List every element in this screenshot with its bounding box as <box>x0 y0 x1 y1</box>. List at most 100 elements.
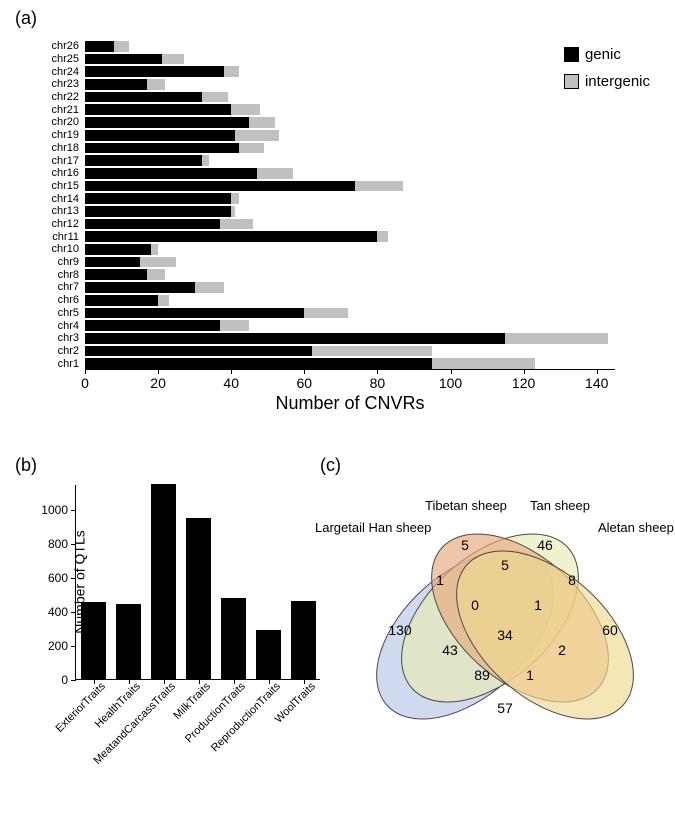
panel-a-bar-genic <box>85 181 355 192</box>
panel-a-xtick <box>597 369 598 374</box>
panel-a-bar-row: chr17 <box>85 154 615 167</box>
venn-set-label: Tibetan sheep <box>425 498 507 513</box>
panel-a-bar-intergenic <box>220 320 249 331</box>
panel-a-bar-label: chr12 <box>51 218 79 230</box>
panel-a: (a) Number of CNVRs chr26chr25chr24chr23… <box>20 20 660 420</box>
panel-a-xaxis-label: Number of CNVRs <box>275 393 424 414</box>
venn-region-count: 1 <box>534 597 542 613</box>
panel-a-bar-genic <box>85 155 202 166</box>
panel-a-bar-label: chr11 <box>52 231 79 243</box>
panel-a-bar-label: chr6 <box>58 294 79 306</box>
venn-region-count: 43 <box>442 642 458 658</box>
panel-a-xtick <box>524 369 525 374</box>
figure-root: (a) Number of CNVRs chr26 chr25 chr24 chr23… <box>0 0 675 815</box>
venn-region-count: 1 <box>436 572 444 588</box>
panel-a-bar-intergenic <box>249 117 275 128</box>
panel-a-bar-intergenic <box>355 181 403 192</box>
panel-a-bar-genic <box>85 79 147 90</box>
panel-a-bar-genic <box>85 41 114 52</box>
panel-a-bar-intergenic <box>257 168 294 179</box>
panel-a-bar-genic <box>85 66 224 77</box>
panel-b-ytick-label: 0 <box>61 673 68 687</box>
panel-b-label: (b) <box>15 455 37 476</box>
panel-a-bar-intergenic <box>224 66 239 77</box>
panel-a-bar-row: chr9 <box>85 256 615 269</box>
panel-a-xtick <box>377 369 378 374</box>
panel-a-bar-row: chr7 <box>85 281 615 294</box>
panel-a-bar-intergenic <box>432 358 534 369</box>
panel-b-ytick-label: 1000 <box>41 503 68 517</box>
panel-a-bar-label: chr15 <box>51 180 79 192</box>
panel-a-bar-row: chr1 <box>85 357 615 370</box>
panel-a-bar-label: chr2 <box>58 345 79 357</box>
panel-c-venn: Largetail Han sheepTibetan sheepTan shee… <box>340 490 660 750</box>
panel-a-bar-row: chr26 <box>85 40 615 53</box>
panel-a-bar-label: chr3 <box>58 332 79 344</box>
panel-b-xtick <box>199 679 200 684</box>
panel-b-plot: Number of QTLs ExteriorTraitsHealthTrait… <box>75 485 320 680</box>
panel-a-bar-genic <box>85 130 235 141</box>
panel-b-xtick <box>269 679 270 684</box>
panel-a-bar-genic <box>85 54 162 65</box>
panel-b-xtick-label: ProductionTraits <box>183 680 248 745</box>
panel-a-bar-label: chr23 <box>51 78 79 90</box>
panel-a-xtick <box>451 369 452 374</box>
panel-a-bar-label: chr13 <box>51 205 79 217</box>
panel-a-bar-intergenic <box>114 41 129 52</box>
panel-a-bar-genic <box>85 104 231 115</box>
venn-region-count: 60 <box>602 622 618 638</box>
panel-a-bar-intergenic <box>505 333 607 344</box>
panel-a-bar-intergenic <box>140 257 177 268</box>
panel-a-bar-label: chr22 <box>51 91 79 103</box>
panel-a-bar-genic <box>85 346 312 357</box>
panel-a-bar-label: chr4 <box>58 320 79 332</box>
panel-a-bar-row: chr3 <box>85 332 615 345</box>
venn-region-count: 2 <box>558 642 566 658</box>
panel-a-legend: genicintergenic <box>564 46 650 100</box>
panel-a-bar-label: chr17 <box>51 155 79 167</box>
panel-a-bar-genic <box>85 333 505 344</box>
panel-a-bar-intergenic <box>239 143 265 154</box>
panel-a-bar-intergenic <box>147 269 165 280</box>
panel-a-bar-label: chr5 <box>58 307 79 319</box>
panel-b-ytick <box>71 646 76 647</box>
panel-a-label: (a) <box>15 8 37 29</box>
panel-b-ytick-label: 800 <box>48 537 68 551</box>
panel-a-bar-row: chr4 <box>85 319 615 332</box>
venn-region-count: 1 <box>526 667 534 683</box>
venn-region-count: 46 <box>537 537 553 553</box>
panel-a-bar-genic <box>85 219 220 230</box>
panel-a-bar-intergenic <box>151 244 158 255</box>
legend-swatch <box>564 74 579 89</box>
panel-a-xtick <box>85 369 86 374</box>
panel-b-ytick-label: 600 <box>48 571 68 585</box>
panel-a-bar-intergenic <box>304 308 348 319</box>
panel-a-bar-intergenic <box>158 295 169 306</box>
panel-a-bar-intergenic <box>377 231 388 242</box>
panel-a-bar-label: chr8 <box>58 269 79 281</box>
panel-b-bar <box>116 604 141 679</box>
panel-a-bar-label: chr25 <box>51 53 79 65</box>
panel-a-bar-genic <box>85 206 231 217</box>
panel-a-bar-genic <box>85 269 147 280</box>
panel-a-bar-row: chr10 <box>85 243 615 256</box>
panel-b-bar <box>151 484 176 679</box>
panel-a-bar-genic <box>85 168 257 179</box>
panel-a-bar-row: chr19 <box>85 129 615 142</box>
panel-b-xtick <box>234 679 235 684</box>
panel-a-bar-genic <box>85 92 202 103</box>
panel-a-bar-genic <box>85 295 158 306</box>
panel-b-ytick-label: 400 <box>48 605 68 619</box>
panel-b-xtick <box>129 679 130 684</box>
panel-a-bar-row: chr8 <box>85 268 615 281</box>
panel-a-bar-row: chr2 <box>85 345 615 358</box>
panel-a-bar-intergenic <box>195 282 224 293</box>
panel-a-bar-intergenic <box>231 206 235 217</box>
panel-a-bar-intergenic <box>147 79 165 90</box>
panel-a-bar-row: chr24 <box>85 65 615 78</box>
panel-c: (c) Largetail Han sheepTibetan sheepTan … <box>325 455 675 795</box>
panel-b-bar <box>186 518 211 679</box>
panel-a-xtick <box>158 369 159 374</box>
panel-a-xtick-label: 0 <box>81 375 89 391</box>
panel-a-bar-intergenic <box>235 130 279 141</box>
